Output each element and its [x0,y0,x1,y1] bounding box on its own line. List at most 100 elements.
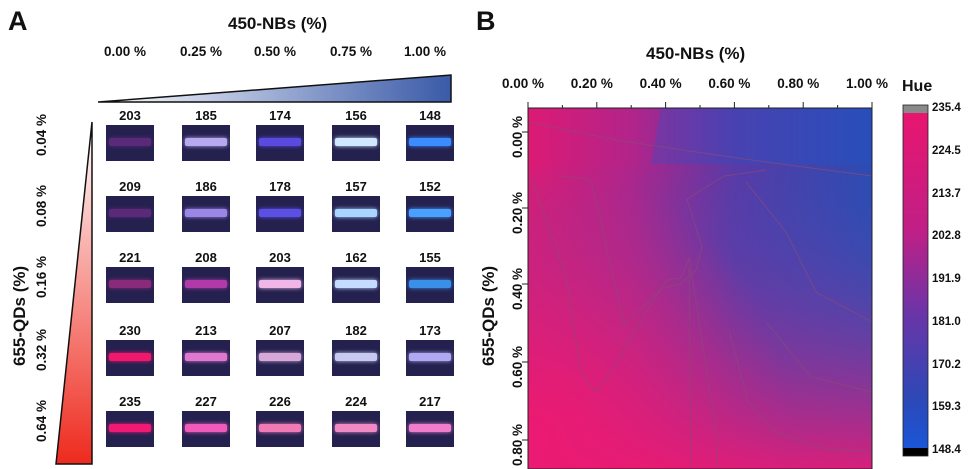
column-tick-label: 1.00 % [404,44,447,59]
hue-value-label: 203 [119,108,141,123]
sample-stripe [259,353,301,361]
hue-value-label: 174 [269,108,291,123]
sample-swatch [256,340,304,376]
colorbar-tick-label: 181.0 [932,315,961,328]
hue-value-label: 157 [345,179,367,194]
column-tick-label: 0.25 % [180,44,223,59]
hue-value-label: 230 [119,323,141,338]
sample-swatch [256,267,304,303]
sample-stripe [185,280,227,288]
row-tick-label: 0.16 % [34,255,49,298]
sample-swatch [332,196,380,232]
sample-stripe [109,138,151,146]
sample-stripe [259,138,301,146]
colorbar-tick-label: 191.9 [932,273,961,285]
hue-contour-heatmap [522,102,873,469]
qds-gradient-wedge [55,121,93,465]
hue-value-label: 162 [345,250,367,265]
hue-colorbar [902,104,929,457]
row-tick-label: 0.04 % [34,113,49,156]
row-tick-label: 0.32 % [34,328,49,371]
colorbar-label: Hue [902,78,933,95]
sample-swatch [106,267,154,303]
sample-stripe [259,209,301,217]
panel-a-x-title: 450-NBs (%) [228,14,328,33]
sample-swatch [182,411,230,447]
sample-swatch [406,196,454,232]
sample-stripe [259,280,301,288]
sample-swatch [332,411,380,447]
colorbar-tick-label: 213.7 [932,187,961,200]
sample-stripe [409,138,451,146]
panel-b-y-title: 655-QDs (%) [479,265,498,366]
column-tick-label: 0.50 % [254,44,297,59]
hue-value-label: 209 [119,179,141,194]
hue-value-label: 148 [419,108,441,123]
sample-stripe [335,209,377,217]
sample-stripe [109,280,151,288]
sample-swatch [256,125,304,161]
colorbar-tick-label: 170.2 [932,358,961,371]
hue-value-label: 207 [269,323,291,338]
sample-swatch [332,340,380,376]
sample-swatch [182,196,230,232]
hue-value-label: 182 [345,323,367,338]
hue-value-label: 156 [345,108,367,123]
y-tick-label: 0.60 % [510,345,525,388]
sample-stripe [335,424,377,432]
sample-stripe [409,424,451,432]
sample-swatch [106,196,154,232]
sample-stripe [109,209,151,217]
panel-b-x-title: 450-NBs (%) [646,44,746,63]
sample-swatch [106,340,154,376]
colorbar-tick-label: 148.4 [932,444,961,456]
colorbar-tick-label: 235.4 [932,102,961,114]
sample-swatch [106,125,154,161]
sample-stripe [335,353,377,361]
x-tick-label: 0.60 % [708,76,751,91]
sample-stripe [185,353,227,361]
y-tick-label: 0.20 % [510,191,525,234]
row-tick-label: 0.64 % [34,399,49,442]
row-tick-label: 0.08 % [34,184,49,227]
colorbar-tick-label: 202.8 [932,230,961,243]
column-tick-label: 0.75 % [330,44,373,59]
hue-value-label: 217 [419,394,441,409]
hue-value-label: 208 [195,250,217,265]
sample-stripe [185,424,227,432]
hue-value-label: 227 [195,394,217,409]
hue-value-label: 185 [195,108,217,123]
x-tick-label: 0.20 % [570,76,613,91]
sample-swatch [256,411,304,447]
sample-swatch [182,340,230,376]
sample-swatch [182,267,230,303]
sample-stripe [109,353,151,361]
sample-stripe [409,353,451,361]
x-tick-label: 0.40 % [639,76,682,91]
hue-value-label: 178 [269,179,291,194]
sample-swatch [406,125,454,161]
y-tick-label: 0.40 % [510,267,525,310]
sample-swatch [332,267,380,303]
panel-b-label: B [476,6,496,36]
x-tick-label: 0.00 % [502,76,545,91]
hue-value-label: 173 [419,323,441,338]
sample-stripe [335,138,377,146]
sample-swatch [256,196,304,232]
sample-swatch [182,125,230,161]
sample-swatch [406,411,454,447]
nbs-gradient-wedge [97,74,452,103]
hue-value-label: 221 [119,250,141,265]
sample-stripe [259,424,301,432]
sample-swatch [406,267,454,303]
x-tick-label: 1.00 % [846,76,889,91]
sample-stripe [185,209,227,217]
sample-stripe [409,280,451,288]
hue-value-label: 226 [269,394,291,409]
sample-stripe [409,209,451,217]
sample-stripe [185,138,227,146]
sample-swatch [406,340,454,376]
sample-swatch [332,125,380,161]
hue-value-label: 155 [419,250,441,265]
hue-value-label: 224 [345,394,367,409]
